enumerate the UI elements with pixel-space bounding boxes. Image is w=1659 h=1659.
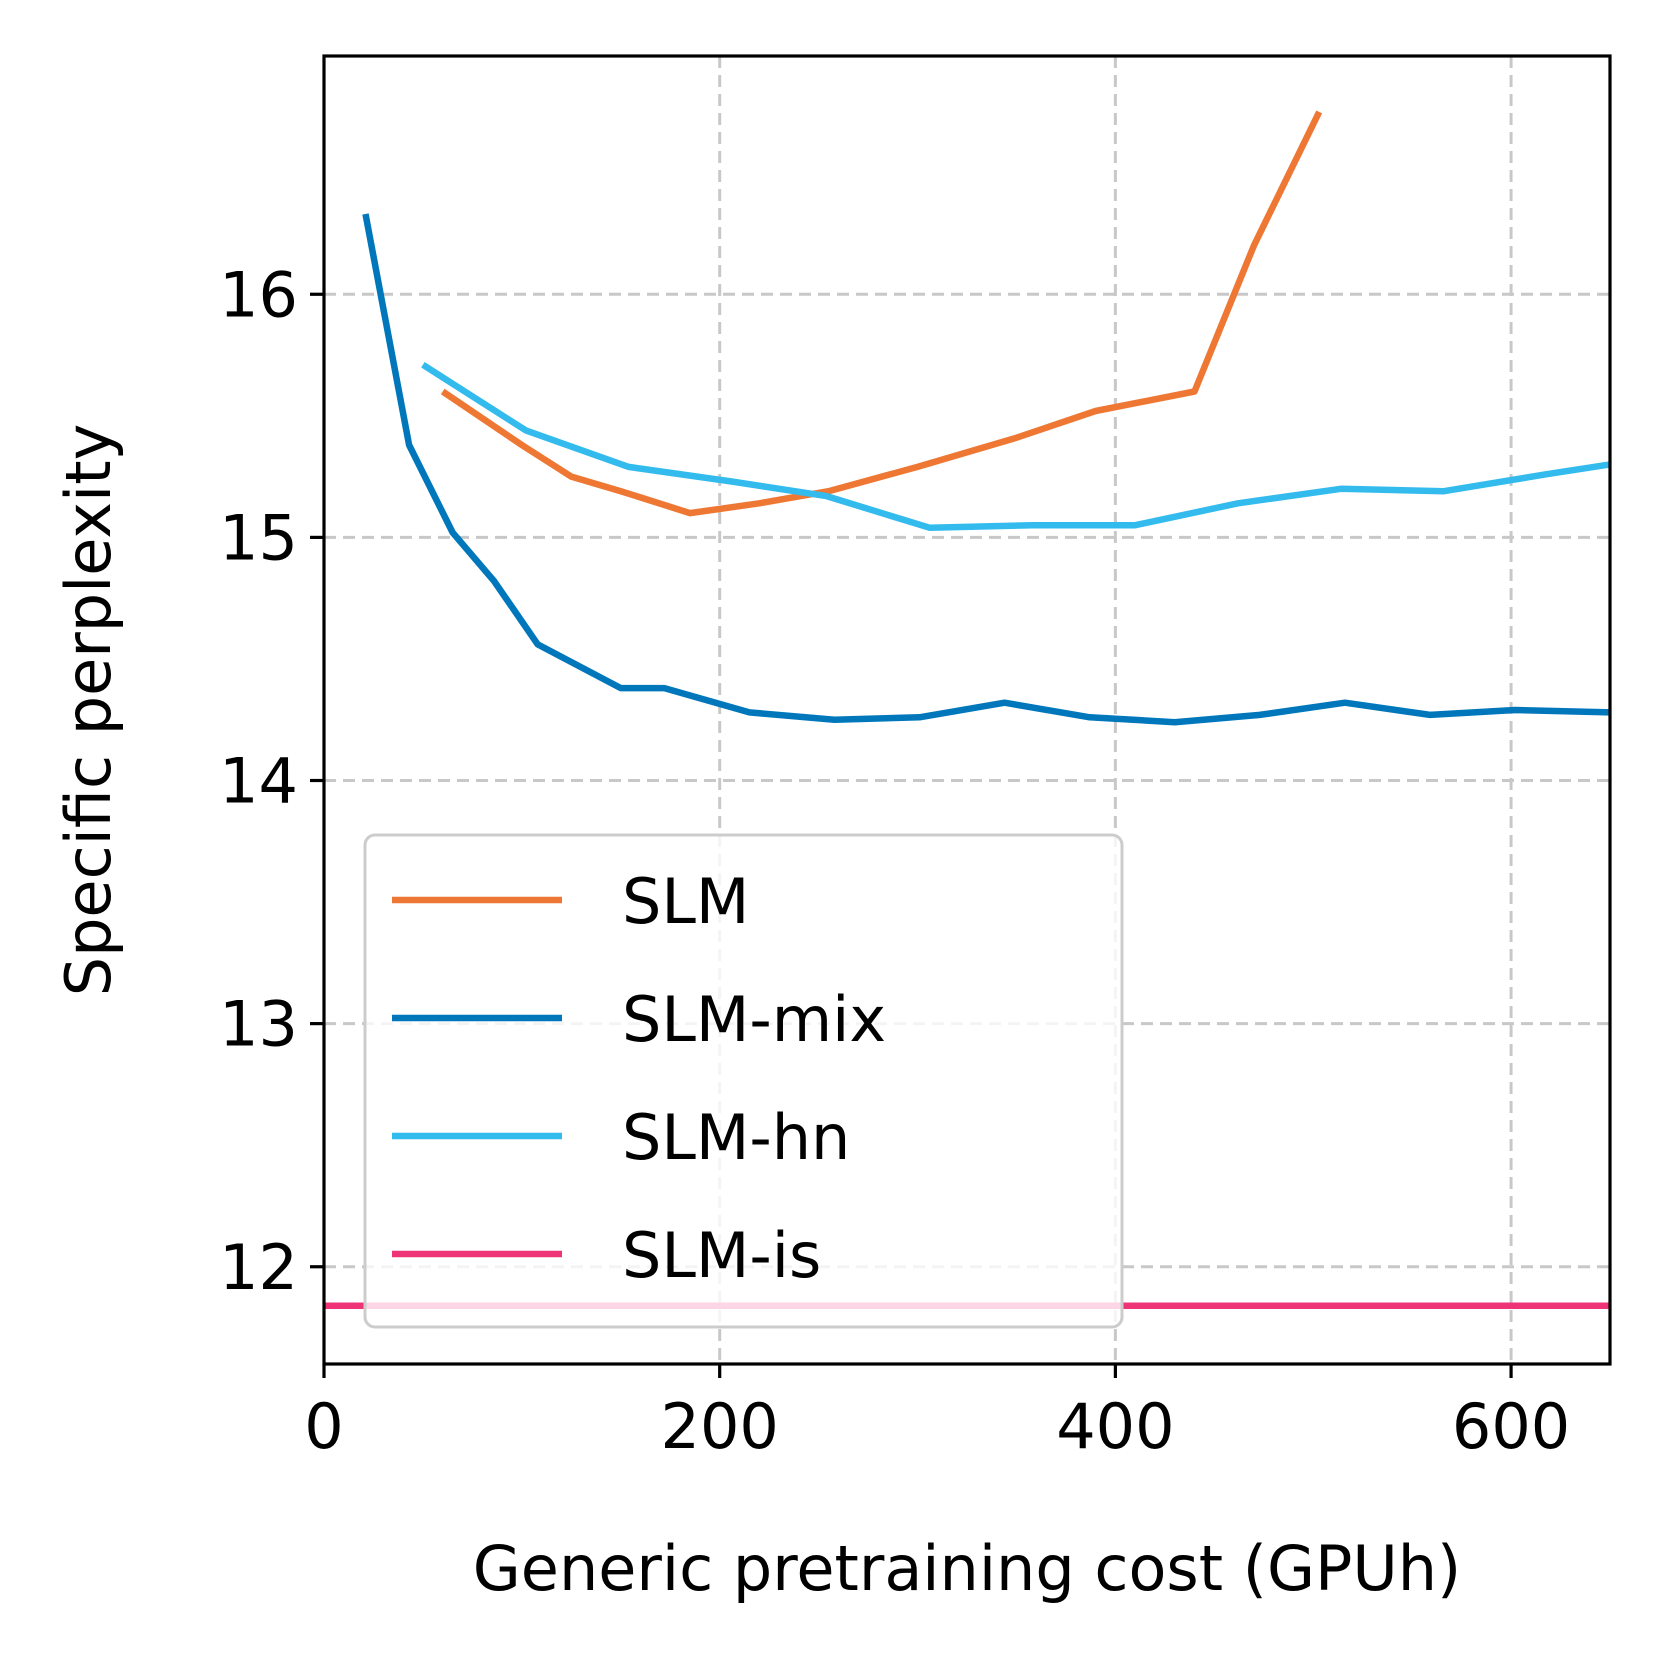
legend-label-slm-mix: SLM-mix — [622, 983, 886, 1056]
legend-label-slm-hn: SLM-hn — [622, 1101, 850, 1174]
y-axis-label: Specific perplexity — [52, 424, 125, 997]
y-tick-label-14: 14 — [219, 745, 298, 818]
y-tick-label-16: 16 — [219, 258, 298, 331]
x-tick-label-600: 600 — [1452, 1390, 1570, 1463]
plot-frame — [322, 54, 1612, 1366]
legend-label-slm: SLM — [622, 865, 749, 938]
series-line-slm — [440, 110, 1323, 517]
x-tick-label-400: 400 — [1056, 1390, 1174, 1463]
y-tick-label-13: 13 — [219, 988, 298, 1061]
legend-box — [363, 833, 1124, 1329]
series-line-slm-hn — [421, 362, 1611, 531]
legend-label-slm-is: SLM-is — [622, 1219, 821, 1292]
legend: SLM SLM-mix SLM-hn SLM-is — [363, 833, 1124, 1329]
y-tick-label-12: 12 — [219, 1231, 298, 1304]
x-tick-label-200: 200 — [661, 1390, 779, 1463]
series-line-slm-mix — [362, 213, 1611, 726]
y-tick-label-15: 15 — [219, 501, 298, 574]
x-axis-label: Generic pretraining cost (GPUh) — [473, 1532, 1462, 1605]
x-tick-label-0: 0 — [304, 1390, 343, 1463]
x-axis-ticks: 0 200 400 600 — [304, 1364, 1570, 1463]
y-axis-ticks: 12 13 14 15 16 — [219, 258, 324, 1304]
